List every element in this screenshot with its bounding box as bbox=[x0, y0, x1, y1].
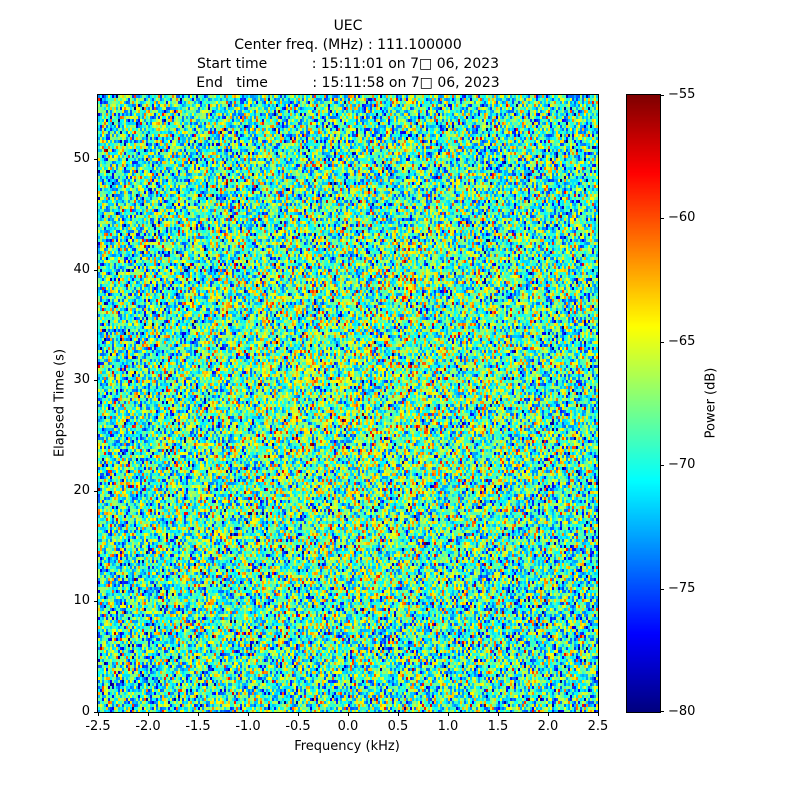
x-tick-mark bbox=[498, 712, 499, 716]
y-tick-label: 40 bbox=[73, 261, 90, 277]
y-tick-label: 0 bbox=[81, 704, 90, 719]
y-tick-mark bbox=[94, 490, 98, 492]
chart-subtitle-center-freq: Center freq. (MHz) : 111.100000 bbox=[234, 37, 462, 53]
colorbar-tick-mark bbox=[660, 465, 664, 467]
colorbar-gradient bbox=[627, 95, 660, 712]
y-tick-mark bbox=[94, 380, 98, 382]
colorbar-tick-mark bbox=[660, 218, 664, 220]
y-axis-label: Elapsed Time (s) bbox=[52, 348, 68, 458]
x-tick-label: 1.5 bbox=[487, 719, 509, 734]
x-tick-label: -1.5 bbox=[185, 719, 211, 734]
y-tick-mark bbox=[94, 601, 98, 603]
y-tick-mark bbox=[94, 159, 98, 161]
y-tick-label: 50 bbox=[73, 151, 90, 167]
x-tick-label: 0.5 bbox=[387, 719, 409, 734]
x-tick-mark bbox=[548, 712, 549, 716]
colorbar-tick-label: −55 bbox=[668, 87, 696, 102]
x-tick-mark bbox=[598, 712, 599, 716]
colorbar-tick-label: −65 bbox=[668, 333, 696, 349]
colorbar bbox=[626, 94, 661, 713]
x-tick-label: 2.5 bbox=[587, 719, 609, 734]
x-tick-mark bbox=[98, 712, 99, 716]
chart-subtitle-end-time: End time : 15:11:58 on 7□ 06, 2023 bbox=[196, 75, 500, 91]
x-tick-label: 1.0 bbox=[437, 719, 459, 734]
chart-subtitle-start-time: Start time : 15:11:01 on 7□ 06, 2023 bbox=[196, 56, 500, 72]
y-tick-mark bbox=[94, 269, 98, 271]
x-tick-label: -0.5 bbox=[285, 719, 311, 734]
colorbar-tick-mark bbox=[660, 95, 664, 96]
colorbar-tick-label: −70 bbox=[668, 457, 696, 473]
x-tick-label: 2.0 bbox=[537, 719, 559, 734]
y-tick-label: 30 bbox=[73, 372, 90, 388]
x-tick-label: -2.0 bbox=[135, 719, 161, 734]
spectrogram-heatmap bbox=[98, 95, 598, 712]
colorbar-label: Power (dB) bbox=[703, 367, 719, 439]
colorbar-tick-label: −80 bbox=[668, 704, 696, 719]
x-tick-mark bbox=[198, 712, 199, 716]
x-tick-label: -1.0 bbox=[235, 719, 261, 734]
colorbar-tick-label: −75 bbox=[668, 580, 696, 596]
plot-area bbox=[97, 94, 599, 713]
x-tick-mark bbox=[348, 712, 349, 716]
colorbar-tick-label: −60 bbox=[668, 210, 696, 226]
x-tick-mark bbox=[298, 712, 299, 716]
chart-title-block: UEC Center freq. (MHz) : 111.100000 Star… bbox=[98, 17, 598, 93]
x-tick-mark bbox=[398, 712, 399, 716]
colorbar-tick-mark bbox=[660, 588, 664, 590]
y-tick-label: 10 bbox=[73, 593, 90, 609]
x-tick-mark bbox=[248, 712, 249, 716]
y-tick-label: 20 bbox=[73, 482, 90, 498]
x-tick-label: 0.0 bbox=[337, 719, 359, 734]
x-tick-mark bbox=[148, 712, 149, 716]
x-tick-label: -2.5 bbox=[85, 719, 111, 734]
x-axis-label: Frequency (kHz) bbox=[294, 739, 400, 754]
colorbar-tick-mark bbox=[660, 341, 664, 343]
y-tick-mark bbox=[94, 712, 98, 713]
x-tick-mark bbox=[448, 712, 449, 716]
colorbar-tick-mark bbox=[660, 711, 664, 712]
chart-title: UEC bbox=[333, 18, 363, 34]
